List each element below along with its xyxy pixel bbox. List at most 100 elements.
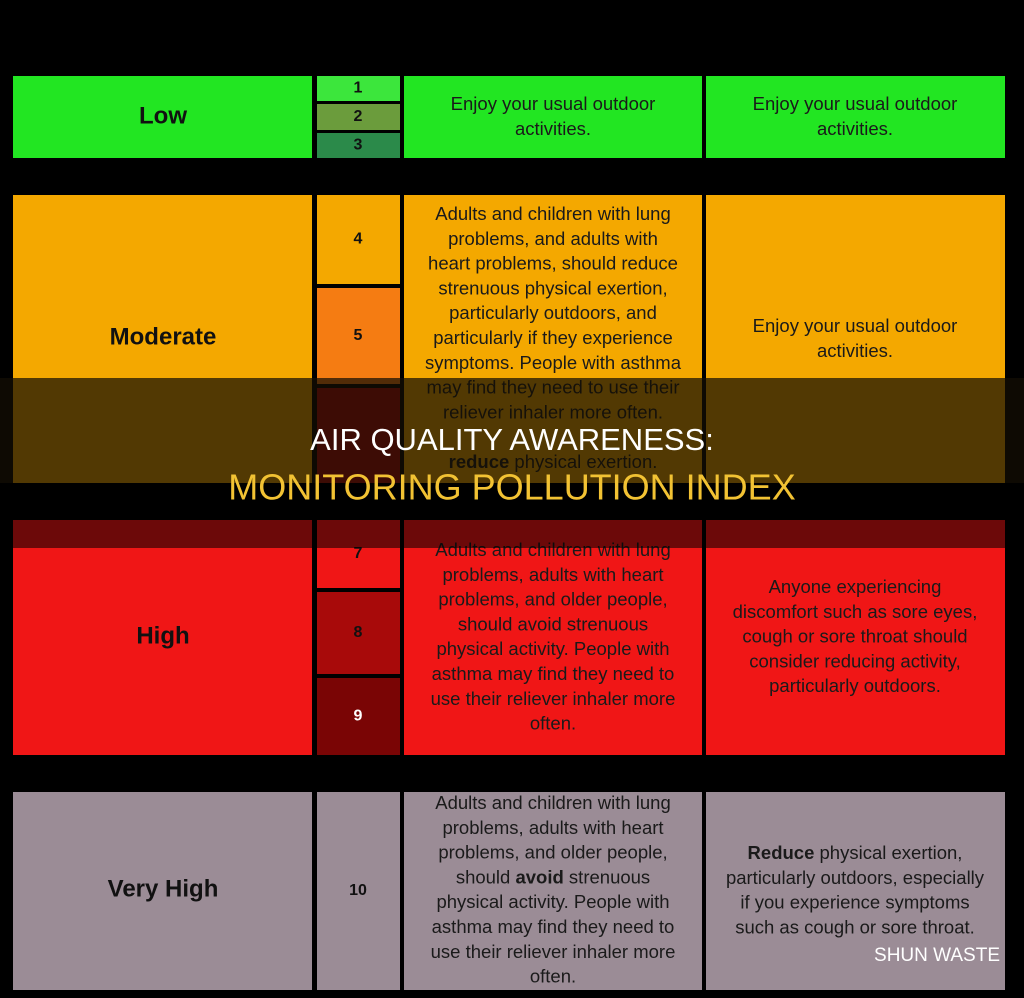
title-banner xyxy=(0,378,1024,483)
cell-line: often. xyxy=(530,712,576,733)
cell-line: Adults and children with lung xyxy=(435,203,671,224)
level-label: Low xyxy=(139,102,187,129)
cell-line: asthma may find they need to xyxy=(432,916,675,937)
cell-line: strenuous physical exertion, xyxy=(438,277,667,298)
text-run: activities. xyxy=(515,118,591,139)
text-run: physical activity. People with xyxy=(436,638,669,659)
watermark: SHUN WASTE xyxy=(874,945,1000,966)
cell-line: discomfort such as sore eyes, xyxy=(733,601,978,622)
index-label: 9 xyxy=(354,708,363,725)
cell-line: physical activity. People with xyxy=(436,891,669,912)
level-cell xyxy=(13,520,312,755)
text-run: Reduce xyxy=(748,842,815,863)
cell-line: particularly if they experience xyxy=(433,327,673,348)
index-cell xyxy=(317,678,400,755)
cell-line: activities. xyxy=(817,118,893,139)
cell-line: Adults and children with lung xyxy=(435,792,671,813)
cell-line: problems, adults with heart xyxy=(442,564,663,585)
index-label: 4 xyxy=(354,231,363,248)
cell-line: should avoid strenuous xyxy=(458,613,648,634)
cell-line: Anyone experiencing xyxy=(769,576,942,597)
level-label: Moderate xyxy=(110,323,217,350)
index-label: 3 xyxy=(354,137,363,154)
text-run: strenuous physical exertion, xyxy=(438,277,667,298)
text-run: problems, adults with heart xyxy=(442,564,663,585)
text-run: asthma may find they need to xyxy=(432,663,675,684)
general-cell xyxy=(706,520,1005,755)
cell-line: such as cough or sore throat. xyxy=(735,916,975,937)
text-run: heart problems, should reduce xyxy=(428,252,678,273)
cell-line: should avoid strenuous xyxy=(456,866,650,887)
text-run: particularly outdoors, and xyxy=(449,302,657,323)
text-run: problems, and older people, xyxy=(438,588,667,609)
text-run: symptoms. People with asthma xyxy=(425,352,682,373)
index-cell xyxy=(317,133,400,158)
title-line2: MONITORING POLLUTION INDEX xyxy=(228,467,795,508)
cell-line: Enjoy your usual outdoor xyxy=(753,315,958,336)
text-run: should avoid strenuous xyxy=(458,613,648,634)
cell-line: particularly outdoors, especially xyxy=(726,867,985,888)
index-cell xyxy=(317,288,400,384)
cell-line: activities. xyxy=(515,118,591,139)
text-run: Enjoy your usual outdoor xyxy=(753,93,958,114)
index-label: 8 xyxy=(354,624,363,641)
cell-line: Reduce physical exertion, xyxy=(748,842,963,863)
cell-line: particularly outdoors. xyxy=(769,675,941,696)
index-label: 10 xyxy=(349,882,367,899)
index-cell xyxy=(317,792,400,990)
text-run: particularly if they experience xyxy=(433,327,673,348)
text-run: cough or sore throat should xyxy=(742,625,967,646)
text-run: such as cough or sore throat. xyxy=(735,916,975,937)
text-run: problems, and older people, xyxy=(438,841,667,862)
index-label: 5 xyxy=(354,327,363,344)
text-run: physical exertion, xyxy=(814,842,962,863)
text-run: if you experience symptoms xyxy=(740,891,969,912)
index-cell xyxy=(317,195,400,284)
cell-line: problems, and older people, xyxy=(438,588,667,609)
cell-line: problems, adults with heart xyxy=(442,817,663,838)
index-cell xyxy=(317,592,400,674)
at-risk-cell xyxy=(404,792,702,990)
text-run: discomfort such as sore eyes, xyxy=(733,601,978,622)
text-run: Enjoy your usual outdoor xyxy=(753,315,958,336)
cell-line: Enjoy your usual outdoor xyxy=(451,93,656,114)
text-run: should xyxy=(456,866,516,887)
level-label: High xyxy=(136,622,189,649)
general-cell xyxy=(706,76,1005,158)
cell-line: symptoms. People with asthma xyxy=(425,352,682,373)
table: Low 1 2 3 Enjoy your usual outdoor activities… xyxy=(13,76,1005,990)
cell-line: physical activity. People with xyxy=(436,638,669,659)
text-run: consider reducing activity, xyxy=(749,650,960,671)
index-cell xyxy=(317,76,400,101)
cell-line: heart problems, should reduce xyxy=(428,252,678,273)
text-run: activities. xyxy=(817,340,893,361)
text-run: Anyone experiencing xyxy=(769,576,942,597)
title-line1: AIR QUALITY AWARENESS: xyxy=(310,422,714,457)
index-cell xyxy=(317,104,400,130)
text-run: problems, adults with heart xyxy=(442,817,663,838)
text-run: activities. xyxy=(817,118,893,139)
cell-line: use their reliever inhaler more xyxy=(431,941,676,962)
text-run: Adults and children with lung xyxy=(435,792,671,813)
at-risk-cell xyxy=(404,76,702,158)
text-run: use their reliever inhaler more xyxy=(431,941,676,962)
cell-line: cough or sore throat should xyxy=(742,625,967,646)
text-run: use their reliever inhaler more xyxy=(431,688,676,709)
at-risk-cell xyxy=(404,520,702,755)
text-run: particularly outdoors, especially xyxy=(726,867,985,888)
cell-line: use their reliever inhaler more xyxy=(431,688,676,709)
cell-line: problems, and adults with xyxy=(448,228,658,249)
index-label: 7 xyxy=(354,545,363,562)
text-run: particularly outdoors. xyxy=(769,675,941,696)
cell-line: often. xyxy=(530,965,576,986)
cell-line: particularly outdoors, and xyxy=(449,302,657,323)
text-run: Adults and children with lung xyxy=(435,203,671,224)
shade-strip xyxy=(0,518,1024,548)
index-label: 1 xyxy=(354,80,363,97)
cell-line: consider reducing activity, xyxy=(749,650,960,671)
text-run: Enjoy your usual outdoor xyxy=(451,93,656,114)
cell-line: Enjoy your usual outdoor xyxy=(753,93,958,114)
general-cell xyxy=(706,792,1005,990)
index-label: 2 xyxy=(354,108,363,125)
